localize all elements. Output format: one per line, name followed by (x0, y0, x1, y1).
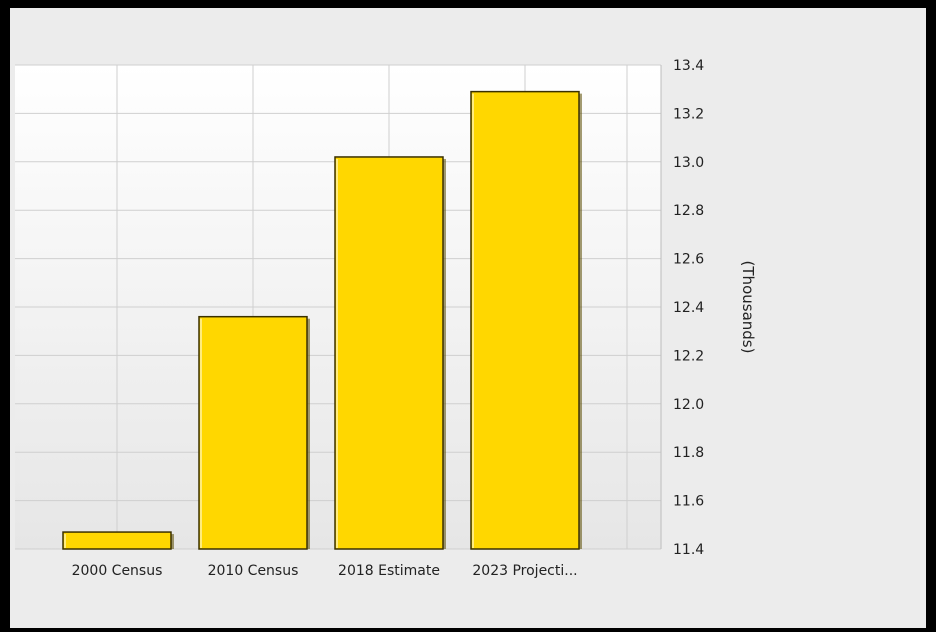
x-category-label: 2023 Projecti... (472, 563, 577, 579)
bar (334, 156, 444, 550)
y-axis-label: (Thousands) (739, 261, 757, 354)
bars (62, 90, 582, 550)
y-tick-label: 12.8 (673, 203, 704, 219)
y-tick-label: 13.2 (673, 106, 704, 122)
y-tick-label: 11.6 (673, 494, 704, 510)
x-category-label: 2010 Census (208, 563, 299, 579)
y-tick-label: 12.2 (673, 348, 704, 364)
y-tick-label: 13.0 (673, 155, 704, 171)
y-tick-labels: 11.4 11.6 11.8 12.0 12.2 12.4 12.6 12.8 13.0 13.2… (673, 58, 704, 558)
y-tick-label: 13.4 (673, 58, 704, 74)
bar (470, 90, 580, 550)
y-tick-label: 11.8 (673, 445, 704, 461)
bar (62, 531, 172, 550)
y-tick-label: 12.4 (673, 300, 704, 316)
y-tick-label: 12.6 (673, 252, 704, 268)
y-tick-label: 12.0 (673, 397, 704, 413)
x-category-label: 2000 Census (72, 563, 163, 579)
x-category-label: 2018 Estimate (338, 563, 440, 579)
bar (198, 315, 308, 550)
y-tick-label: 11.4 (673, 542, 704, 558)
x-category-labels: 2000 Census 2010 Census 2018 Estimate 2023 … (72, 563, 578, 579)
